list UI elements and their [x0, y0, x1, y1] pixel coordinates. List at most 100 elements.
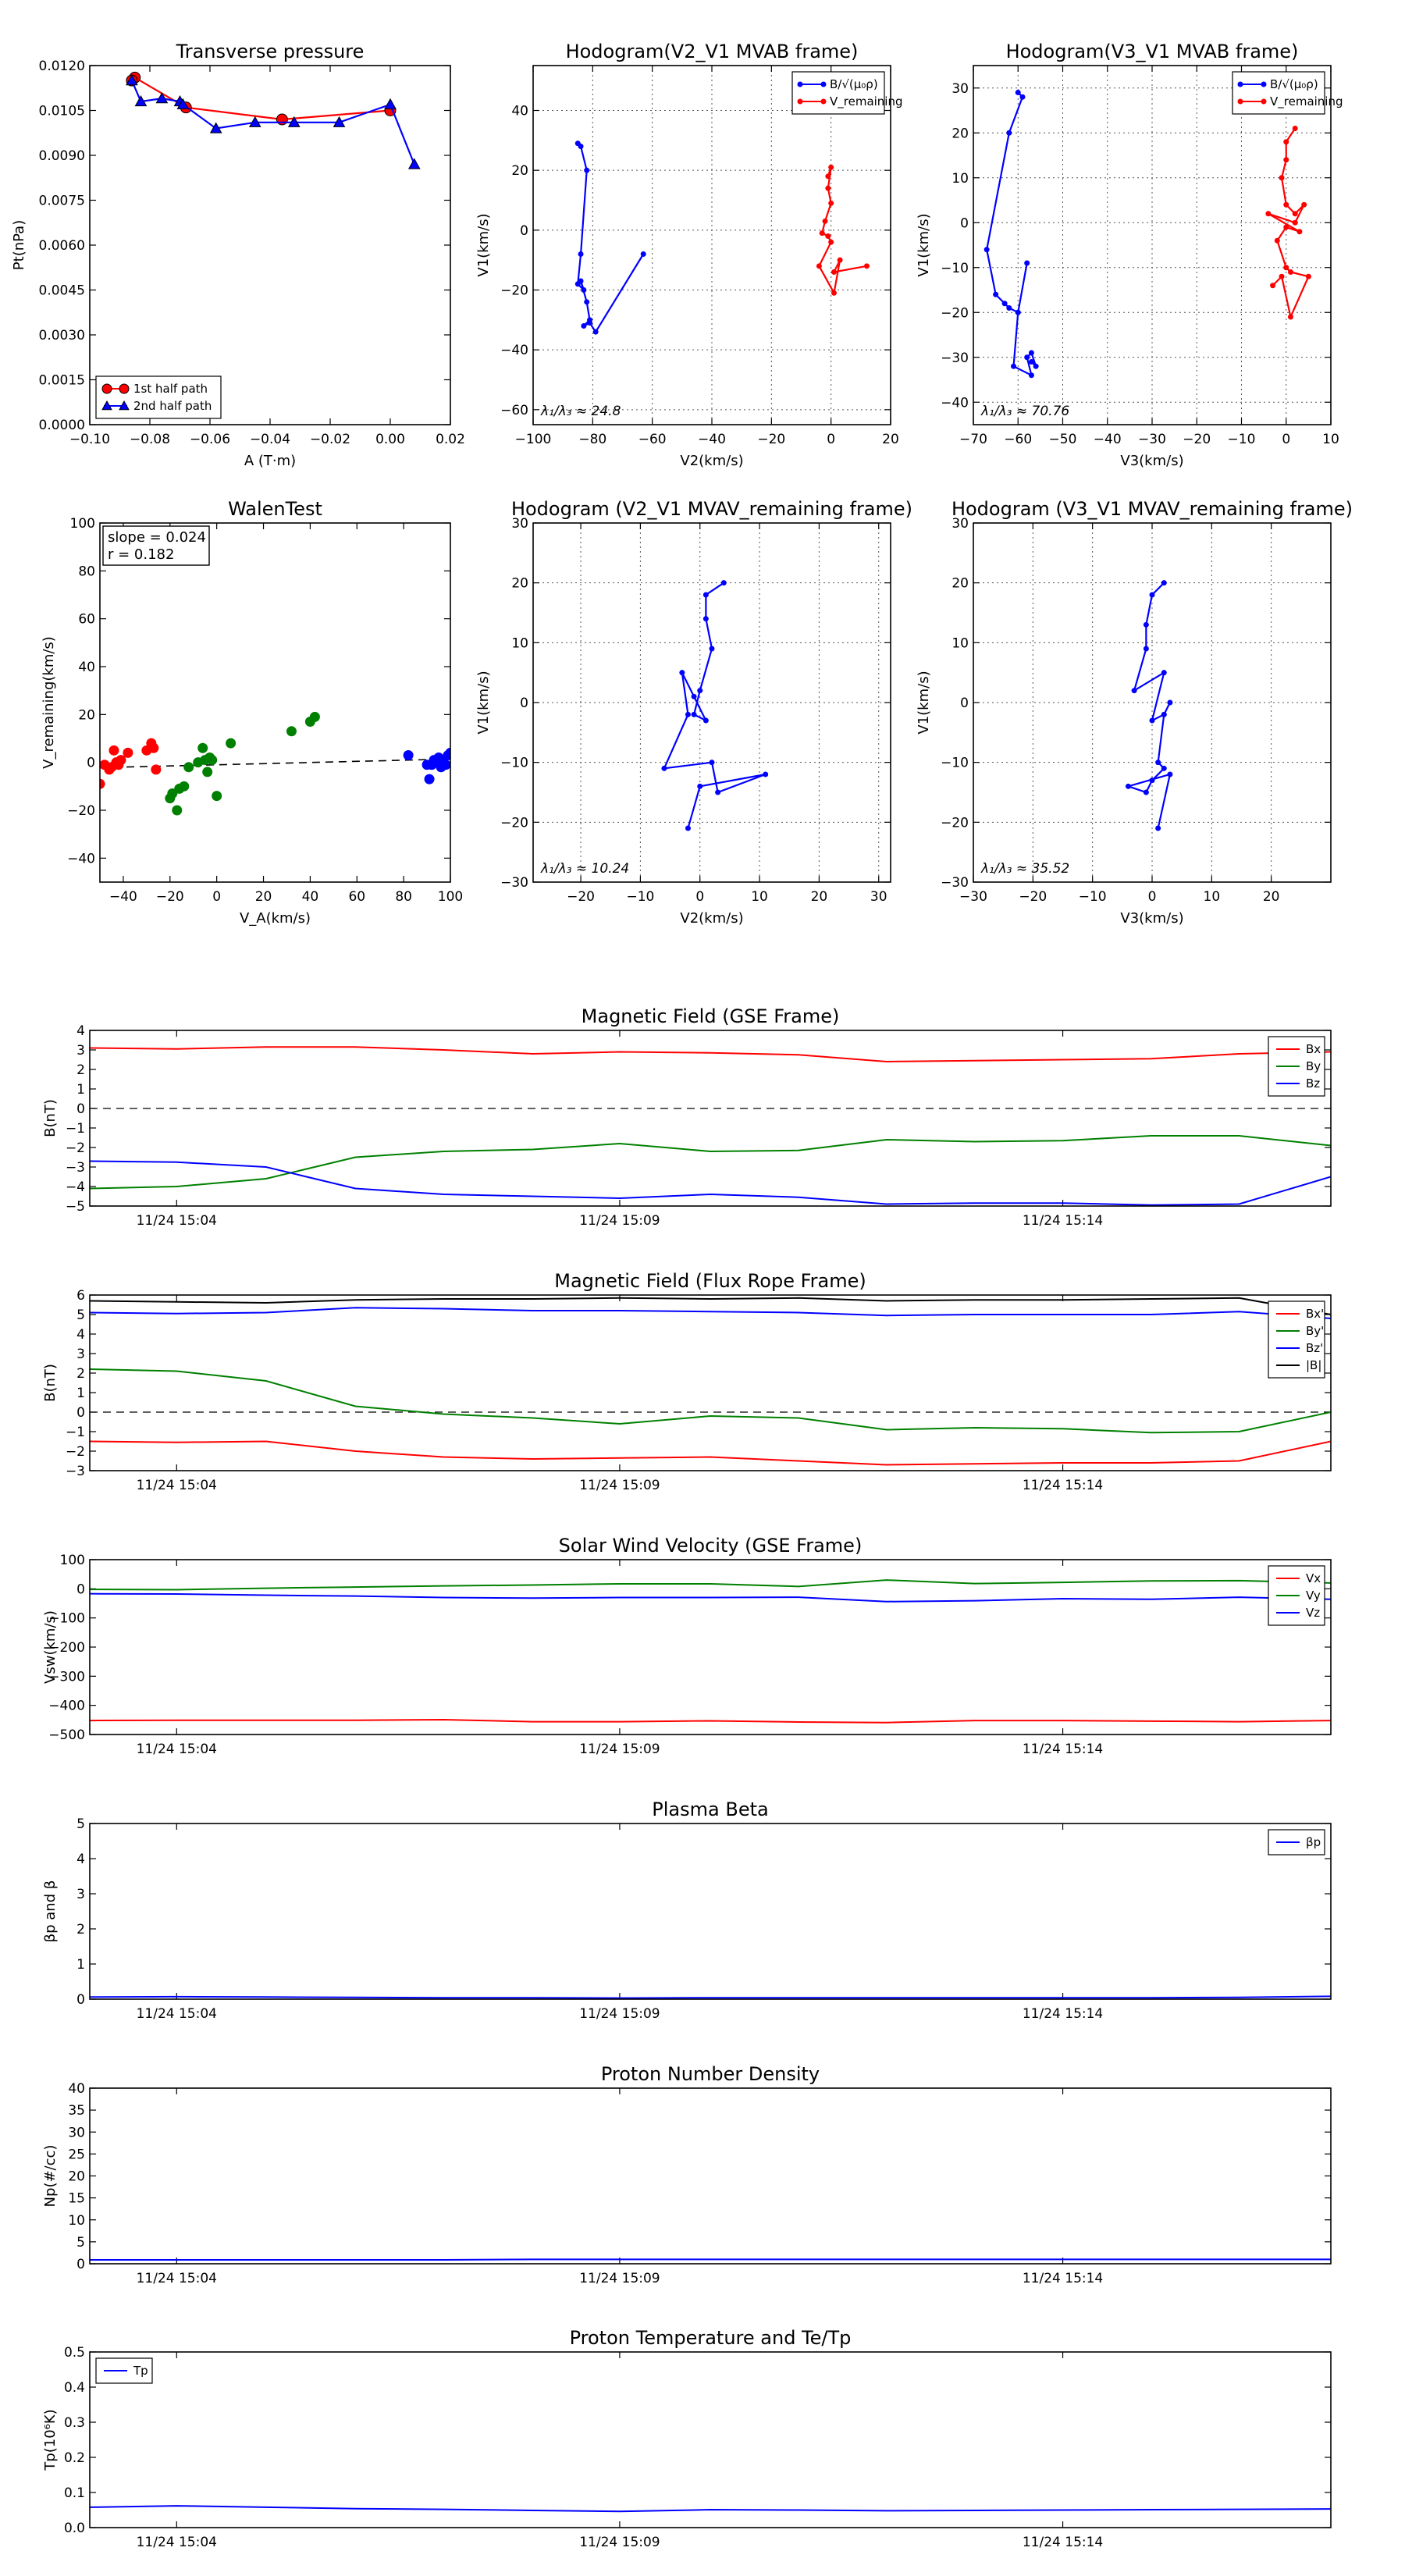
scatter-point [151, 764, 162, 775]
y-tick-label: −20 [500, 815, 528, 831]
x-tick-label: −20 [1183, 432, 1211, 447]
y-tick-label: 0.0075 [39, 194, 85, 209]
data-point [1283, 157, 1289, 163]
data-point [134, 94, 148, 107]
data-point [1028, 372, 1034, 379]
legend: βp [1268, 1829, 1325, 1856]
data-point [1001, 301, 1008, 307]
plot-area [984, 90, 1311, 379]
data-point [1287, 269, 1293, 275]
chart-title: Hodogram (V2_V1 MVAV_remaining frame) [511, 498, 912, 520]
chart-title: Hodogram(V3_V1 MVAB frame) [1006, 41, 1299, 62]
plot-area [126, 71, 421, 169]
y-tick-label: −20 [67, 803, 95, 819]
panel-magnetic_field_flux_rope: 11/24 15:04 11/24 15:09 11/24 15:14 −3 −2 −1 0… [42, 1270, 1332, 1493]
x-tick-label: −60 [638, 432, 667, 447]
axes-frame [89, 1030, 1332, 1207]
y-tick-label: 0.5 [64, 2345, 85, 2361]
legend-marker [820, 98, 827, 105]
y-axis-label: V1(km/s) [475, 213, 492, 276]
data-point [248, 116, 261, 127]
data-point [691, 693, 697, 699]
x-tick-label: −30 [1138, 432, 1166, 447]
x-tick-label: 100 [438, 889, 463, 905]
plot-area [100, 711, 450, 816]
y-tick-label: 0.0105 [39, 104, 85, 119]
scatter-point [172, 805, 183, 816]
y-tick-label: 0 [960, 696, 969, 711]
time-tick-label: 11/24 15:14 [1023, 2006, 1103, 2022]
y-tick-label: 1 [76, 1082, 85, 1098]
data-point [1161, 711, 1167, 717]
chart-title: Magnetic Field (Flux Rope Frame) [554, 1270, 866, 1292]
y-axis-label: Pt(nPa) [11, 220, 27, 270]
x-tick-label: −20 [567, 889, 595, 905]
data-point [1024, 260, 1030, 266]
time-tick-label: 11/24 15:14 [1023, 1213, 1103, 1229]
scatter-point [424, 774, 435, 785]
x-tick-label: −30 [959, 889, 987, 905]
y-tick-label: −40 [500, 343, 528, 358]
eigenvalue-ratio: λ₁/λ₃ ≈ 10.24 [540, 861, 629, 877]
data-point [176, 98, 190, 109]
data-point [1265, 211, 1272, 217]
data-point [578, 251, 584, 257]
data-point [715, 789, 721, 795]
time-tick-label: 11/24 15:14 [1023, 2535, 1103, 2550]
data-point [1283, 139, 1289, 145]
series-line [90, 1046, 1331, 1063]
data-point [816, 263, 822, 269]
scatter-point [286, 726, 297, 737]
data-point [209, 122, 222, 133]
y-tick-label: 0 [76, 1101, 85, 1117]
y-tick-label: 30 [511, 516, 528, 532]
data-point [1161, 580, 1167, 586]
y-tick-label: −5 [66, 1199, 85, 1215]
plot-area [90, 2258, 1331, 2261]
time-tick-label: 11/24 15:04 [137, 1213, 217, 1229]
data-point [691, 711, 697, 717]
y-tick-label: 0.0015 [39, 373, 85, 389]
data-point [679, 670, 685, 676]
data-point [661, 765, 667, 771]
y-tick-label: −30 [500, 875, 528, 891]
legend-label: Vz [1306, 1606, 1320, 1620]
scatter-point [108, 745, 119, 756]
data-point [685, 711, 691, 717]
data-point [119, 400, 130, 411]
data-point [155, 92, 169, 104]
legend-label: B/√(μ₀ρ) [1270, 77, 1318, 91]
legend-marker [797, 81, 803, 87]
x-tick-label: −0.06 [190, 432, 230, 447]
x-tick-label: 0 [1282, 432, 1290, 447]
x-tick-label: −70 [959, 432, 987, 447]
legend-label: Bx [1306, 1042, 1321, 1056]
data-point [822, 218, 828, 224]
data-point [709, 646, 715, 652]
y-tick-label: −4 [66, 1179, 85, 1195]
y-axis-label: Np(#/cc) [42, 2145, 59, 2208]
y-tick-label: 4 [76, 1023, 85, 1039]
y-axis-label: V1(km/s) [916, 213, 932, 276]
series-line [90, 1368, 1331, 1434]
x-tick-label: 10 [751, 889, 768, 905]
data-point [1167, 699, 1173, 706]
fit-stat: r = 0.182 [108, 546, 174, 563]
scatter-point [100, 778, 105, 789]
axes-frame [89, 1559, 1332, 1735]
y-tick-label: −2 [66, 1444, 85, 1460]
data-point [581, 323, 587, 329]
scatter-point [197, 742, 208, 753]
data-point [831, 269, 837, 275]
x-tick-label: 20 [1263, 889, 1280, 905]
fit-stats-frame [102, 525, 210, 566]
y-tick-label: 4 [76, 1327, 85, 1343]
panel-transverse_pressure: −0.10 −0.08 −0.06 −0.04 −0.02 0.00 0.02 0.0000 0… [11, 41, 465, 469]
y-tick-label: 3 [76, 1347, 85, 1362]
plot-area [90, 1297, 1331, 1466]
data-point [333, 116, 346, 127]
data-point [578, 144, 584, 149]
legend-marker [1237, 98, 1243, 105]
x-tick-label: −50 [1049, 432, 1077, 447]
